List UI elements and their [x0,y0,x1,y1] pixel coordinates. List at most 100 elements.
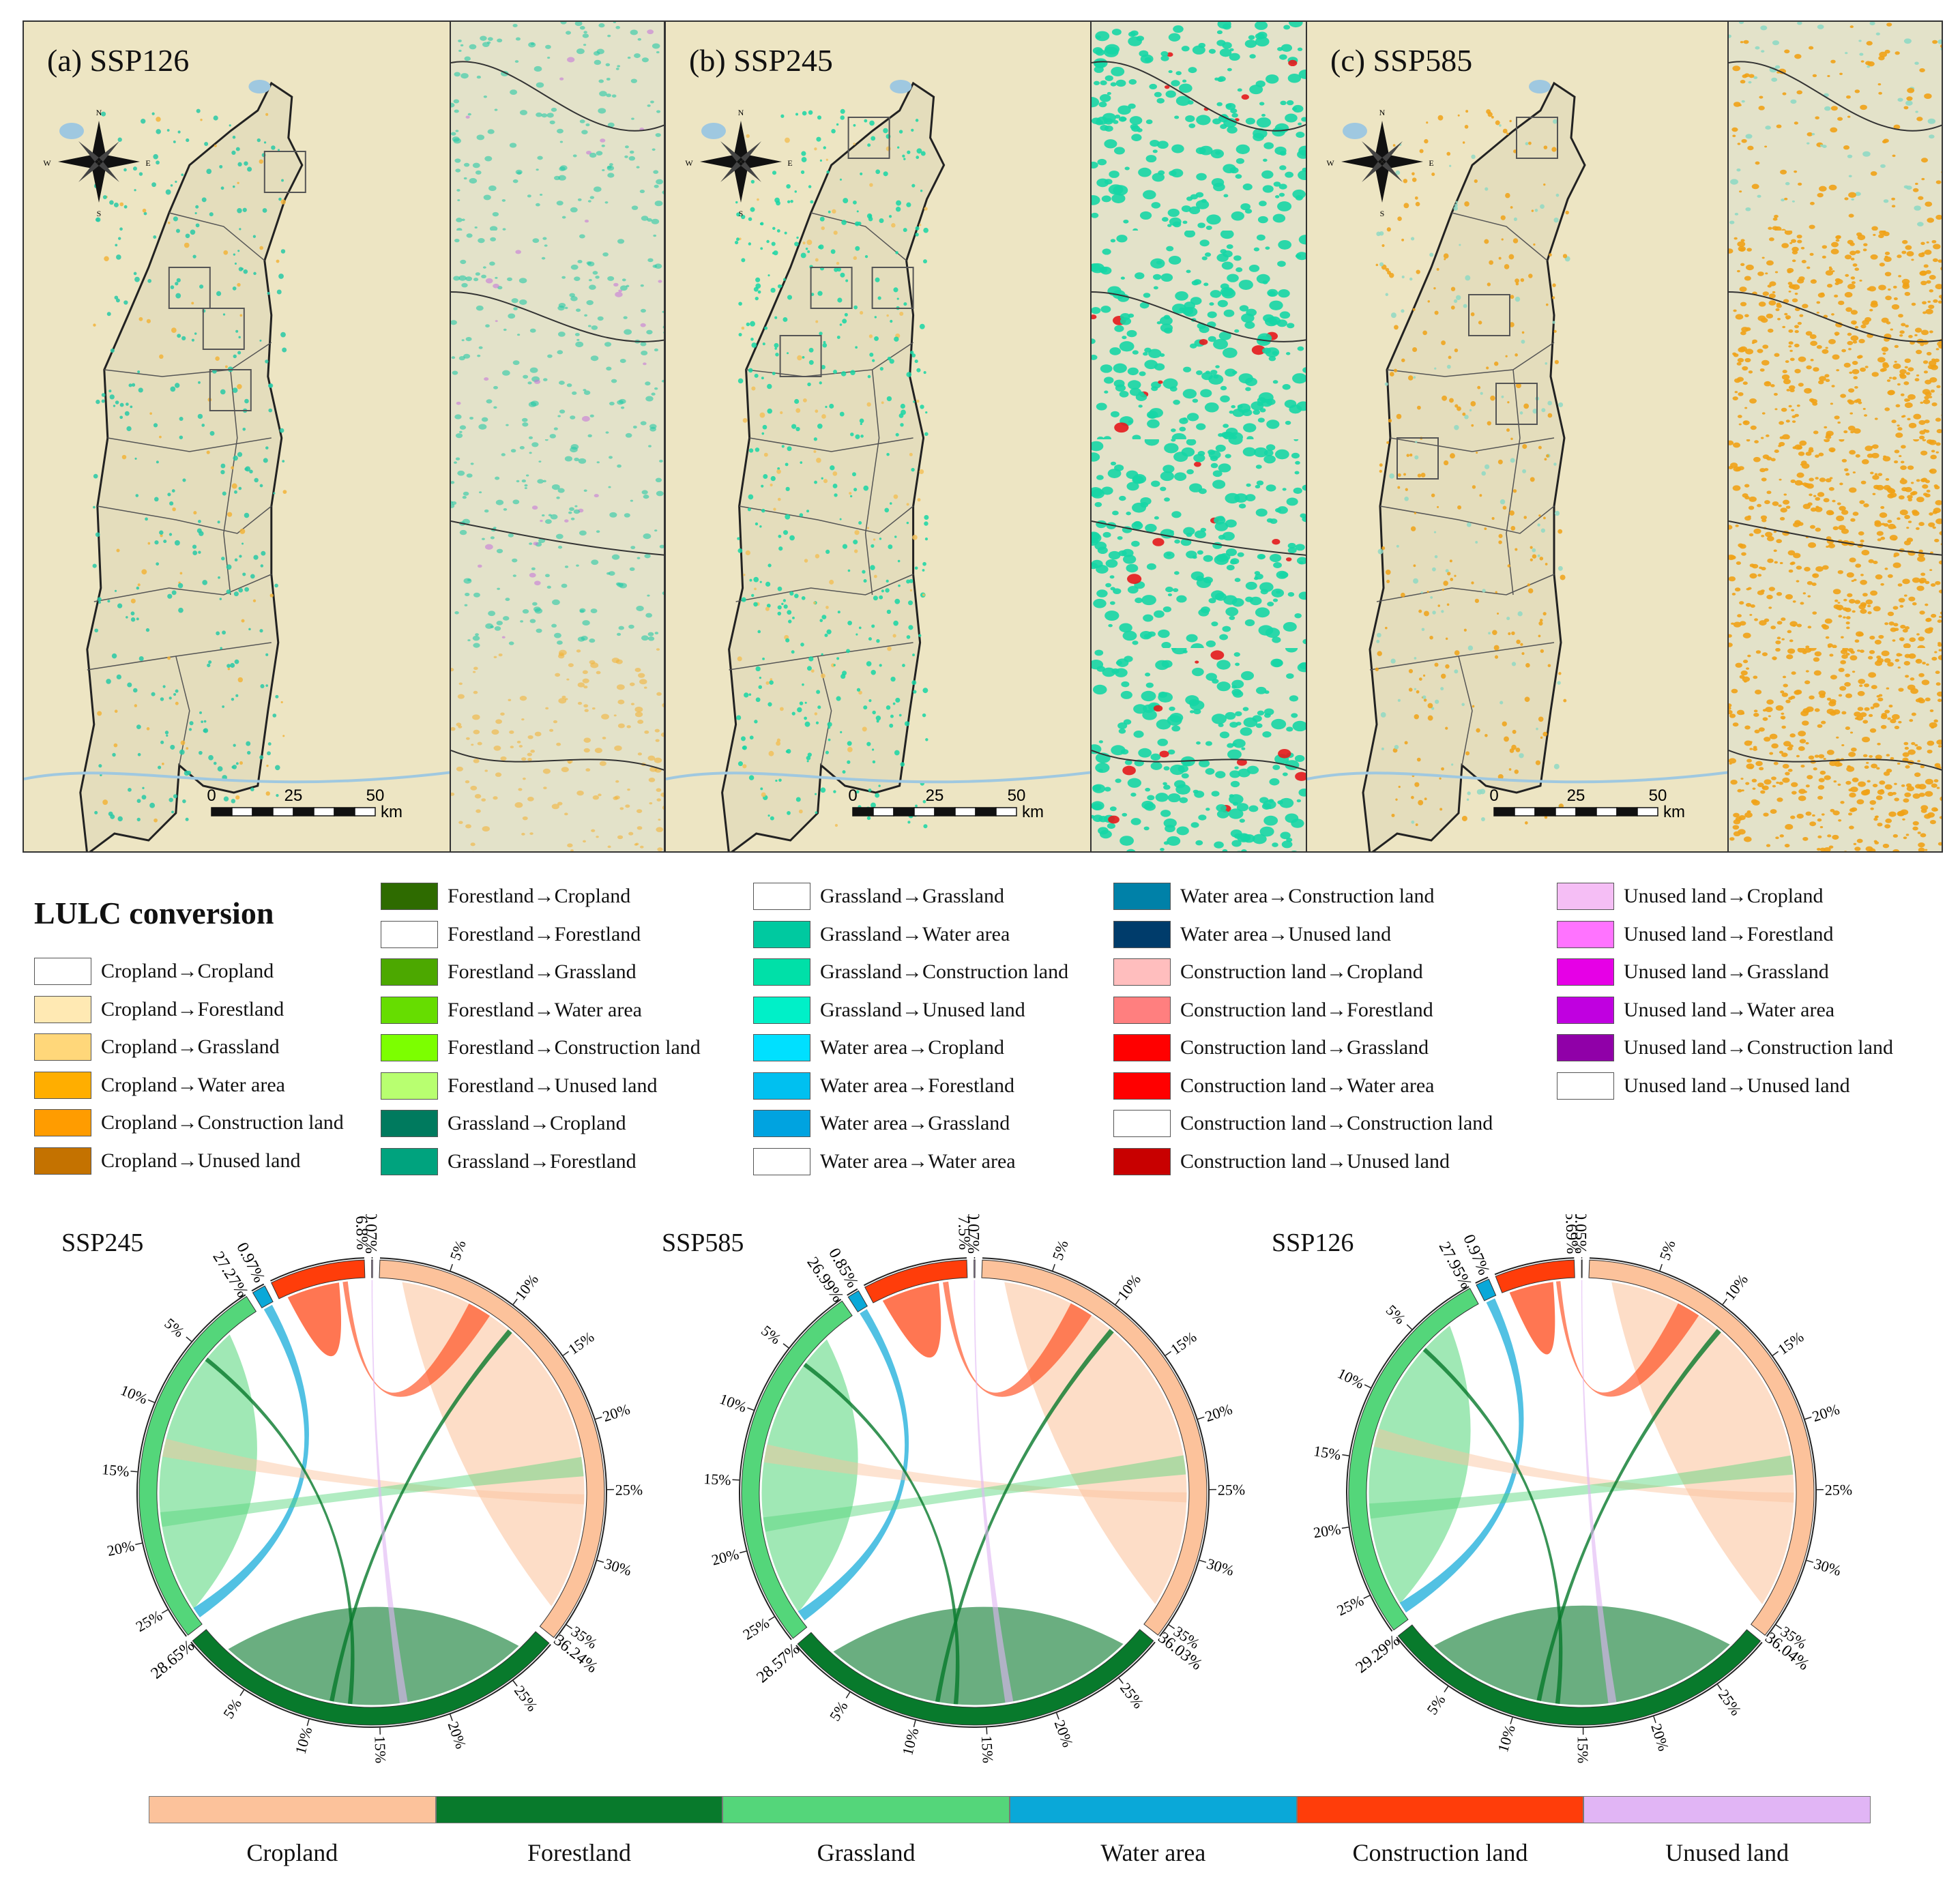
conversion-patch [1555,193,1560,197]
scalebar-tick: 0 [848,786,857,805]
chord-axis [974,1257,976,1259]
inset-patch [1791,246,1799,252]
inset-patch [1856,799,1864,805]
conversion-patch [867,143,871,147]
conversion-patch [126,402,129,406]
conversion-patch [1565,210,1569,215]
conversion-patch [1538,621,1543,626]
conversion-patch [237,250,240,252]
inset-patch [1874,417,1878,420]
conversion-patch [1554,510,1560,516]
conversion-patch [770,816,774,821]
inset-patch [600,138,606,143]
conversion-patch [199,711,203,714]
conversion-patch [234,659,239,664]
conversion-patch [237,282,241,287]
conversion-patch [775,353,779,357]
inset-patch [1263,158,1268,162]
chord-tick [1510,1717,1513,1724]
inset-patch [1114,115,1121,119]
inset-patch [1892,363,1901,370]
inset-patch [507,277,512,282]
chord-ribbon [371,1280,408,1703]
inset-patch [1120,276,1125,280]
inset-patch [605,63,611,67]
chord-tick [597,1559,604,1563]
inset-patch [1868,559,1874,563]
inset-patch [1827,834,1832,838]
inset-patch [1216,40,1226,46]
legend-swatch [381,958,438,986]
inset-patch [573,509,581,514]
conversion-patch [767,383,772,389]
conversion-patch [863,485,869,491]
inset-patch [1870,807,1874,810]
inset-patch [1139,302,1150,309]
inset-patch [1893,552,1900,557]
conversion-patch [1453,299,1458,303]
inset-patch [1747,145,1754,151]
inset-patch [512,558,518,563]
inset-patch [1918,420,1926,425]
inset-patch [577,198,582,201]
conversion-patch [227,512,233,517]
conversion-patch [156,460,159,464]
inset-patch [637,557,641,559]
inset-patch [1912,510,1920,516]
inset-patch [1938,649,1942,652]
inset-patch [1822,349,1829,354]
inset-patch [1173,25,1184,33]
inset-patch [463,578,472,584]
inset-patch [1268,291,1276,297]
inset-patch [1252,715,1262,722]
inset-patch [1231,688,1242,696]
conversion-patch [134,704,138,707]
inset-patch [1837,783,1841,786]
inset-patch [1892,834,1899,838]
inset-patch [1927,300,1931,303]
conversion-patch [167,593,173,599]
conversion-patch [1463,304,1467,308]
conversion-patch [870,565,875,570]
legend-swatch [34,1071,91,1099]
conversion-patch [1386,441,1390,444]
inset-patch [454,158,461,163]
conversion-patch [116,254,121,260]
legend-swatch [381,1034,438,1061]
inset-patch [592,795,600,800]
inset-patch [637,720,644,724]
inset-patch [1130,818,1141,825]
inset-patch [1208,450,1216,455]
conversion-patch [787,811,791,815]
inset-patch [1745,349,1754,355]
conversion-patch [1463,628,1467,632]
conversion-patch [191,338,194,342]
inset-patch [1873,817,1878,821]
inset-background [1729,22,1942,231]
legend-label: Unused land→Cropland [1624,885,1824,907]
inset-patch [1114,422,1129,433]
inset-patch [1903,381,1910,385]
inset-patch [570,517,575,520]
inset-patch [1246,483,1251,487]
inset-patch [1929,820,1936,825]
conversion-patch [1437,115,1444,121]
inset-patch [1192,667,1204,677]
conversion-patch [886,579,889,583]
inset-patch [453,461,457,464]
conversion-patch [151,112,155,115]
conversion-patch [823,340,826,344]
inset-patch [574,22,583,27]
inset-patch [490,536,495,540]
inset-patch [1733,442,1741,448]
inset-patch [1733,812,1740,818]
inset-patch [469,44,477,50]
inset-patch [1887,611,1895,617]
inset-patch [615,26,620,29]
conversion-patch [102,799,108,805]
inset-patch [1816,847,1821,851]
inset-patch [624,513,630,518]
conversion-patch [839,518,842,520]
conversion-patch [903,302,907,306]
